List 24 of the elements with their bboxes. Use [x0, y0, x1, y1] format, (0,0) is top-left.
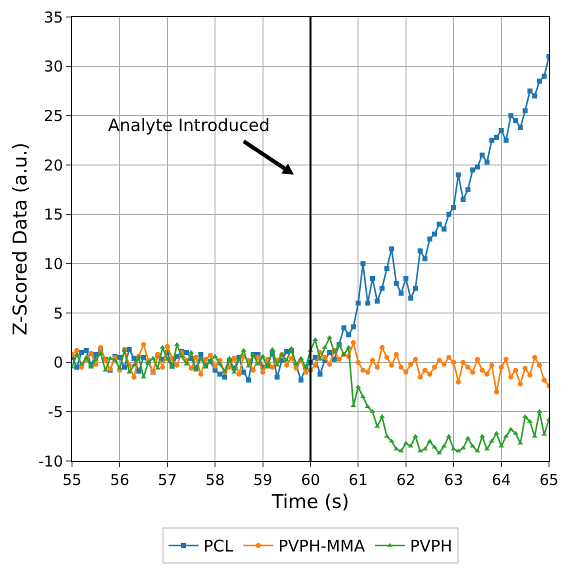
y-tick-label: 35: [44, 8, 63, 26]
x-tick-label: 60: [300, 471, 320, 489]
y-tick-label: 5: [53, 304, 63, 322]
y-axis-title: Z-Scored Data (a.u.): [9, 142, 32, 336]
y-tick-label: -5: [48, 402, 63, 421]
y-tick-label: 25: [44, 106, 63, 125]
x-tick-label: 64: [492, 471, 511, 489]
x-tick-label: 61: [348, 471, 368, 489]
y-tick-label: 10: [44, 254, 63, 273]
annotation: Analyte Introduced: [108, 116, 270, 136]
y-tick-label: 20: [44, 156, 63, 174]
x-tick-label: 58: [206, 471, 225, 489]
x-tick-label: 63: [444, 471, 464, 489]
y-tick-label: -10: [38, 452, 63, 470]
x-tick-label: 59: [253, 471, 272, 489]
x-axis-title: Time (s): [270, 490, 350, 513]
x-tick-label: 62: [396, 471, 416, 489]
y-tick-label: 30: [44, 58, 63, 76]
x-tick-label: 57: [158, 471, 177, 489]
x-tick-label: 56: [110, 471, 130, 489]
x-tick-label: 55: [62, 471, 82, 489]
y-tick-label: 15: [44, 206, 63, 224]
y-tick-label: 0: [53, 354, 63, 372]
x-tick-label: 65: [539, 471, 559, 489]
